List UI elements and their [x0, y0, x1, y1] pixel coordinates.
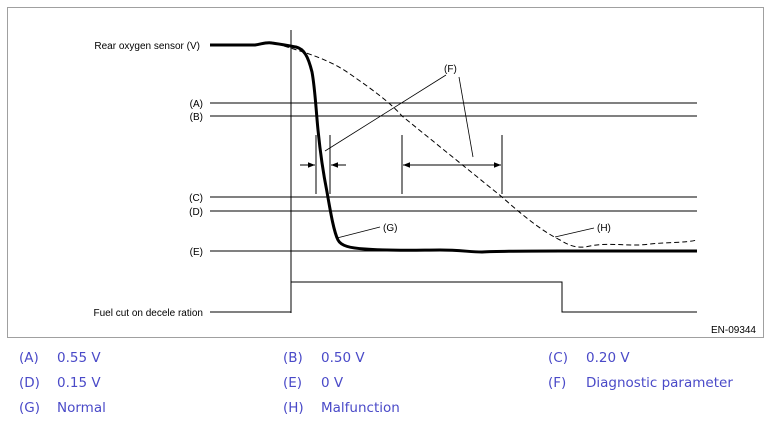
level-label-e: (E)	[190, 247, 203, 258]
callout-f-leader-1	[324, 74, 447, 152]
legend-key: (E)	[283, 375, 303, 391]
legend-value: Diagnostic parameter	[586, 375, 733, 391]
legend-item-b: (B) 0.50 V	[283, 350, 365, 366]
level-label-d: (D)	[189, 207, 203, 218]
callout-f-label: (F)	[444, 64, 457, 75]
legend-item-a: (A) 0.55 V	[19, 350, 101, 366]
legend: (A) 0.55 V (B) 0.50 V (C) 0.20 V (D) 0.1…	[0, 343, 772, 424]
fuel-cut-label: Fuel cut on decele ration	[93, 308, 203, 319]
figure-id: EN-09344	[711, 325, 756, 336]
legend-item-f: (F) Diagnostic parameter	[548, 375, 733, 391]
level-label-b: (B)	[190, 112, 203, 123]
callout-f-leader-2	[458, 76, 474, 158]
y-axis-label: Rear oxygen sensor (V)	[94, 41, 200, 52]
legend-item-e: (E) 0 V	[283, 375, 343, 391]
malfunction-curve	[283, 45, 698, 248]
legend-item-d: (D) 0.15 V	[19, 375, 101, 391]
level-label-a: (A)	[190, 99, 203, 110]
legend-key: (H)	[283, 400, 304, 416]
legend-item-g: (G) Normal	[19, 400, 106, 416]
callout-g-leader	[336, 226, 381, 239]
legend-value: Normal	[57, 400, 106, 416]
legend-key: (C)	[548, 350, 568, 366]
sensor-timing-diagram: Rear oxygen sensor (V) (A) (B) (C) (D) (…	[93, 30, 756, 336]
level-label-c: (C)	[189, 193, 203, 204]
callout-g-label: (G)	[383, 223, 397, 234]
legend-value: 0.20 V	[586, 350, 630, 366]
legend-value: 0.50 V	[321, 350, 365, 366]
legend-key: (F)	[548, 375, 567, 391]
normal-curve	[210, 41, 697, 254]
diagram-frame	[7, 7, 764, 338]
legend-value: Malfunction	[321, 400, 400, 416]
legend-value: 0 V	[321, 375, 344, 391]
legend-key: (G)	[19, 400, 40, 416]
legend-key: (D)	[19, 375, 40, 391]
legend-value: 0.15 V	[57, 375, 101, 391]
legend-item-c: (C) 0.20 V	[548, 350, 630, 366]
legend-key: (B)	[283, 350, 303, 366]
legend-item-h: (H) Malfunction	[283, 400, 400, 416]
callout-h-label: (H)	[597, 223, 611, 234]
callout-h-leader	[554, 227, 595, 238]
fuel-cut-signal	[210, 281, 697, 313]
legend-value: 0.55 V	[57, 350, 101, 366]
legend-key: (A)	[19, 350, 39, 366]
